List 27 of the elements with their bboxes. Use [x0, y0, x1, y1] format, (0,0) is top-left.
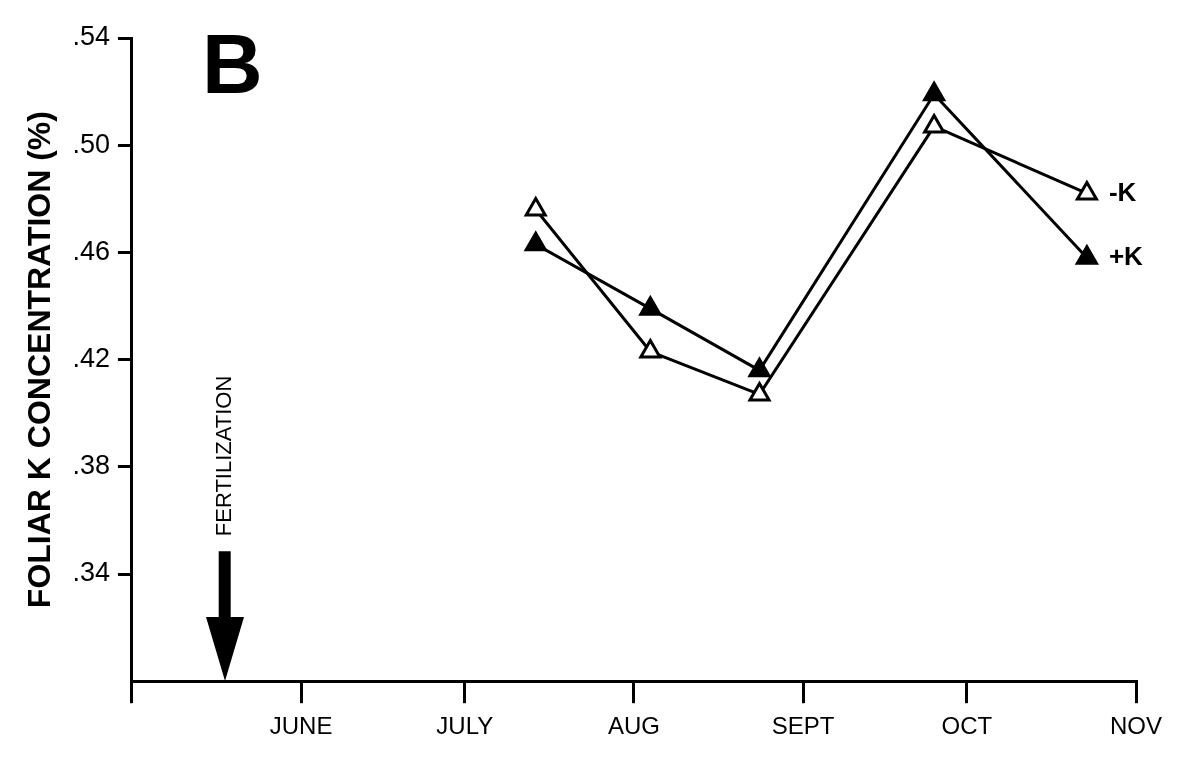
series-label: -K: [1108, 176, 1137, 207]
y-tick-label: .38: [72, 450, 110, 481]
point: [748, 357, 771, 378]
x-tick-label: SEPT: [771, 712, 835, 740]
y-tick-label: .42: [72, 343, 110, 374]
point: [639, 339, 662, 359]
series-label: +K: [1108, 240, 1144, 271]
x-tick-label: NOV: [1109, 712, 1163, 740]
point: [524, 231, 547, 252]
point: [1075, 180, 1098, 201]
y-tick-label: .54: [72, 21, 110, 52]
x-tick-label: JULY: [436, 712, 494, 740]
y-tick-label: .46: [72, 235, 110, 266]
ref-line-label: FERTILIZATION: [210, 375, 236, 537]
point: [923, 113, 946, 134]
chart-title: B: [201, 17, 263, 112]
x-tick-label: JUNE: [269, 712, 333, 740]
x-tick-label: OCT: [941, 712, 993, 740]
x-tick-label: AUG: [607, 712, 660, 740]
y-tick-label: .50: [72, 128, 110, 159]
point: [923, 81, 946, 102]
point: [1075, 245, 1098, 265]
y-tick-label: .34: [72, 557, 110, 588]
point: [748, 381, 771, 402]
point: [524, 197, 547, 217]
point: [639, 296, 662, 316]
y-axis-title: FOLIAR K CONCENTRATION (%): [21, 111, 58, 609]
